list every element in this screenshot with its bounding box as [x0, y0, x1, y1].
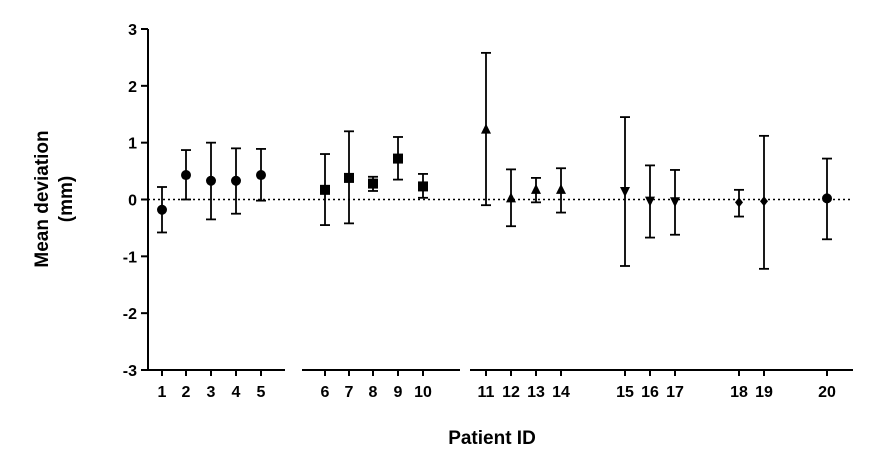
x-tick-label: 20 — [818, 384, 836, 401]
data-point-11 — [481, 51, 491, 207]
data-point-3 — [206, 141, 216, 221]
y-axis-label-line-1: Mean deviation — [32, 130, 53, 267]
x-tick-label: 5 — [257, 384, 266, 401]
y-tick-label: -3 — [123, 363, 137, 380]
data-point-12 — [506, 168, 516, 228]
x-tick-label: 19 — [755, 384, 773, 401]
marker-circle — [231, 175, 241, 186]
x-axis: 1 2 3 4 5 6 7 8 9 10 11 12 13 14 15 16 17 18 19 20 — [148, 369, 853, 401]
data-point-9 — [393, 136, 403, 181]
y-tick-label: -2 — [123, 306, 137, 323]
data-point-8 — [368, 175, 378, 192]
data-point-15 — [620, 116, 630, 267]
marker-triangle-up — [506, 192, 516, 203]
x-tick-label: 9 — [394, 384, 403, 401]
x-tick-label: 1 — [158, 384, 167, 401]
x-tick-label: 14 — [552, 384, 570, 401]
x-tick-label: 11 — [478, 384, 495, 401]
marker-triangle-down — [620, 186, 630, 197]
y-tick-label: 1 — [128, 136, 137, 153]
data-point-20 — [822, 157, 832, 241]
data-point-17 — [670, 169, 680, 236]
marker-square — [393, 153, 403, 164]
x-tick-label: 4 — [232, 384, 241, 401]
x-tick-label: 17 — [666, 384, 684, 401]
y-tick-label: 0 — [128, 193, 137, 210]
y-tick-label: -1 — [123, 249, 137, 266]
y-tick-label: 3 — [128, 22, 137, 39]
data-point-4 — [231, 147, 241, 215]
marker-circle — [157, 204, 167, 215]
x-tick-label: 3 — [207, 384, 216, 401]
y-axis: -3 -2 -1 0 1 2 3 — [123, 22, 149, 380]
marker-diamond — [735, 197, 743, 208]
data-point-16 — [645, 164, 655, 239]
x-tick-label: 2 — [182, 384, 191, 401]
marker-triangle-down — [670, 197, 680, 208]
x-tick-label: 10 — [414, 384, 432, 401]
marker-triangle-down — [645, 196, 655, 207]
data-point-18 — [734, 188, 744, 218]
marker-square — [418, 181, 428, 192]
data-point-5 — [256, 148, 266, 202]
x-tick-label: 13 — [527, 384, 545, 401]
data-point-19 — [759, 134, 769, 270]
x-tick-label: 6 — [321, 384, 330, 401]
data-point-10 — [418, 173, 428, 199]
data-points — [157, 51, 832, 270]
marker-circle — [181, 170, 191, 181]
x-tick-label: 15 — [616, 384, 634, 401]
y-tick-label: 2 — [128, 79, 137, 96]
marker-triangle-up — [556, 183, 566, 194]
marker-square — [320, 184, 330, 195]
data-point-2 — [181, 149, 191, 201]
marker-diamond — [760, 196, 768, 207]
x-axis-label: Patient ID — [448, 428, 536, 449]
marker-circle — [206, 175, 216, 186]
y-axis-label-line-2: (mm) — [56, 176, 77, 222]
marker-circle — [822, 193, 832, 204]
marker-triangle-up — [481, 123, 491, 134]
y-axis-label: Mean deviation (mm) — [32, 130, 77, 267]
x-tick-label: 16 — [641, 384, 659, 401]
marker-triangle-up — [531, 183, 541, 194]
marker-circle — [256, 170, 266, 181]
data-point-6 — [320, 153, 330, 226]
x-tick-label: 7 — [345, 384, 354, 401]
data-point-1 — [157, 186, 167, 234]
data-point-14 — [556, 167, 566, 214]
marker-square — [368, 178, 378, 189]
data-point-7 — [344, 130, 354, 225]
x-tick-label: 8 — [369, 384, 378, 401]
x-tick-label: 18 — [730, 384, 748, 401]
marker-square — [344, 172, 354, 183]
x-tick-label: 12 — [502, 384, 520, 401]
data-point-13 — [531, 177, 541, 204]
